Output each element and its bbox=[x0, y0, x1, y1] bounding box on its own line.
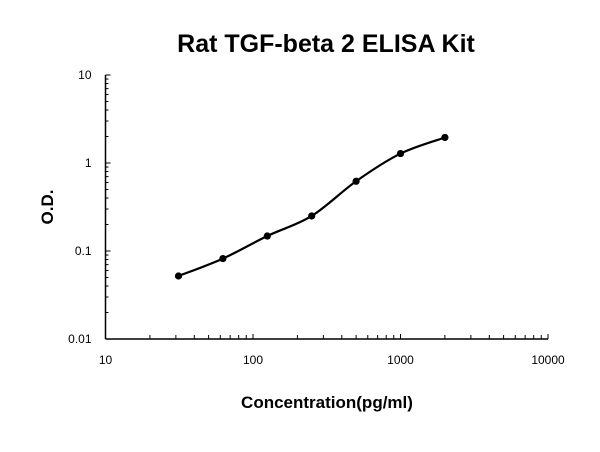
y-axis-label: O.D. bbox=[38, 190, 57, 225]
x-axis-label: Concentration(pg/ml) bbox=[241, 393, 413, 412]
x-tick-label: 1000 bbox=[387, 353, 414, 367]
series-line bbox=[178, 136, 446, 278]
data-point bbox=[174, 272, 183, 280]
y-tick-label: 0.1 bbox=[75, 244, 92, 258]
data-point bbox=[263, 232, 271, 240]
data-point bbox=[308, 212, 316, 220]
data-point bbox=[219, 254, 227, 263]
y-tick-label: 0.01 bbox=[68, 332, 92, 346]
x-tick-label: 10000 bbox=[531, 353, 565, 367]
y-tick-label: 10 bbox=[78, 68, 92, 82]
chart-title: Rat TGF-beta 2 ELISA Kit bbox=[177, 30, 475, 58]
data-point bbox=[396, 149, 405, 158]
data-point bbox=[352, 177, 360, 185]
x-tick-label: 10 bbox=[99, 353, 113, 367]
x-tick-label: 100 bbox=[243, 353, 263, 367]
y-tick-label: 1 bbox=[85, 156, 92, 170]
axes bbox=[104, 74, 549, 340]
data-point bbox=[441, 133, 449, 142]
series-points bbox=[174, 133, 449, 280]
tick-labels: 0.01 0.1 1 10 10 100 1000 10000 bbox=[68, 68, 565, 367]
